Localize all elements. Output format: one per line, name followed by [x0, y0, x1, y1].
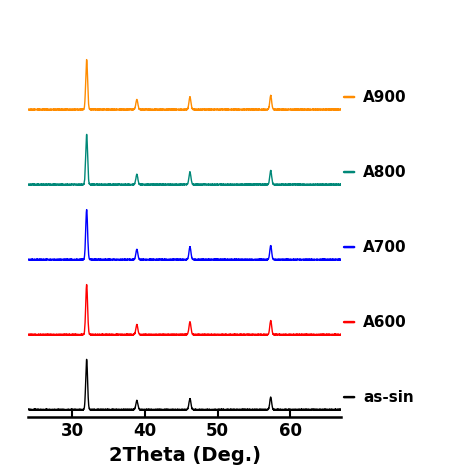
Text: A900: A900	[363, 90, 407, 104]
Text: A600: A600	[363, 315, 407, 329]
Text: A800: A800	[363, 164, 407, 180]
Text: A700: A700	[363, 239, 407, 255]
Text: as-sin: as-sin	[363, 390, 414, 405]
X-axis label: 2Theta (Deg.): 2Theta (Deg.)	[109, 446, 261, 465]
